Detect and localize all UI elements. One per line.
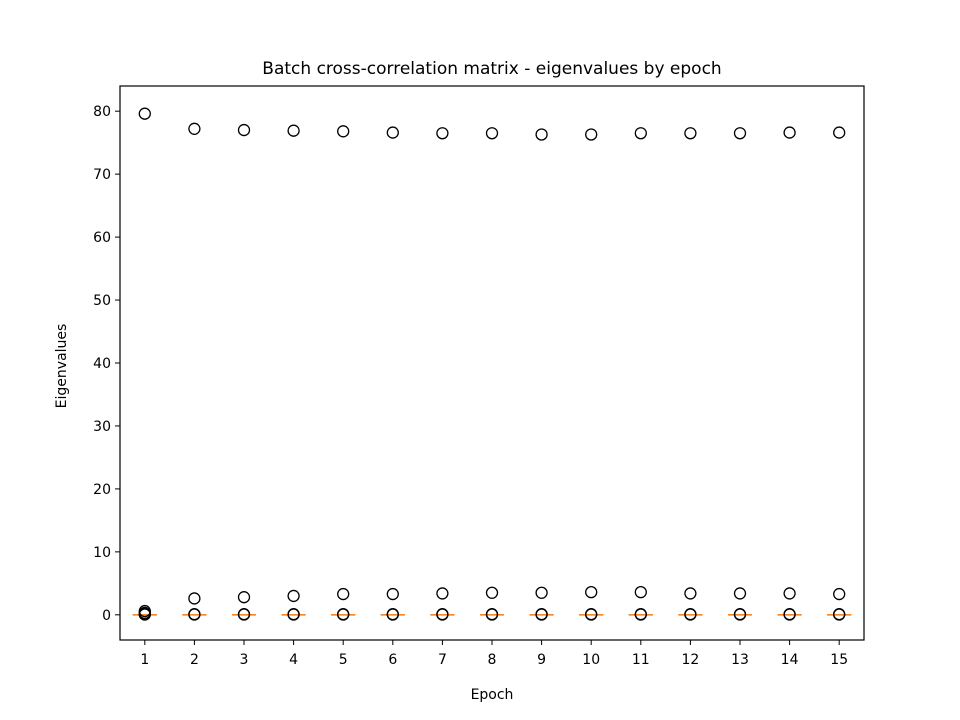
outlier-point (733, 608, 747, 621)
outlier-point (237, 591, 251, 604)
x-tick-label: 12 (681, 652, 699, 668)
box-epoch-11 (628, 127, 653, 621)
outlier-point (287, 589, 300, 603)
outlier-point (585, 586, 598, 599)
x-tick-label: 15 (830, 652, 848, 668)
outlier-point (386, 126, 399, 139)
x-tick-label: 2 (190, 652, 199, 668)
outlier-point (634, 608, 647, 621)
x-tick-label: 4 (289, 652, 298, 668)
outlier-point (436, 587, 449, 600)
y-axis-label: Eigenvalues (54, 324, 70, 409)
box-epoch-5 (331, 125, 356, 621)
y-tick-label: 60 (93, 230, 111, 246)
outlier-point (733, 127, 747, 140)
x-axis: 1 2 3 4 5 6 7 8 9 10 11 12 13 14 15 (140, 640, 848, 668)
x-tick-label: 13 (731, 652, 749, 668)
x-tick-label: 5 (339, 652, 348, 668)
x-tick-label: 11 (632, 652, 650, 668)
box-epoch-9 (529, 128, 554, 621)
x-tick-label: 14 (781, 652, 799, 668)
outlier-point (783, 587, 796, 600)
y-tick-label: 10 (93, 545, 111, 561)
y-tick-label: 50 (93, 293, 111, 309)
outlier-point (634, 127, 647, 140)
outlier-point (783, 126, 796, 139)
outlier-point (436, 127, 449, 140)
outlier-point (485, 127, 499, 140)
chart-title: Batch cross-correlation matrix - eigenva… (262, 59, 721, 79)
box-epoch-10 (579, 128, 604, 621)
x-tick-label: 6 (388, 652, 397, 668)
outlier-point (188, 122, 201, 135)
outlier-point (585, 128, 598, 141)
outlier-point (337, 608, 350, 621)
outlier-point (237, 608, 251, 621)
outlier-point (436, 608, 449, 621)
outlier-point (138, 608, 151, 621)
x-tick-label: 10 (582, 652, 600, 668)
outlier-point (188, 592, 201, 605)
y-tick-label: 20 (93, 482, 111, 498)
box-epoch-2 (182, 122, 207, 621)
y-axis: 0 10 20 30 40 50 60 70 80 (93, 104, 120, 624)
outlier-point (684, 127, 697, 140)
outlier-point (634, 586, 647, 599)
x-axis-label: Epoch (471, 687, 514, 703)
box-epoch-13 (728, 127, 752, 621)
outlier-point (386, 608, 399, 621)
box-epoch-15 (827, 126, 852, 621)
box-epoch-3 (232, 123, 256, 621)
outlier-point (337, 587, 350, 601)
y-tick-label: 30 (93, 419, 111, 435)
outlier-point (684, 608, 697, 621)
outlier-point (287, 124, 300, 137)
outlier-point (485, 608, 499, 621)
outlier-point (684, 587, 697, 600)
box-epoch-6 (380, 126, 405, 621)
x-tick-label: 8 (488, 652, 497, 668)
outlier-point (585, 608, 598, 621)
box-epoch-14 (777, 126, 802, 621)
outlier-point (535, 586, 548, 599)
x-tick-label: 9 (537, 652, 546, 668)
y-tick-label: 70 (93, 167, 111, 183)
y-tick-label: 80 (93, 104, 111, 120)
box-epoch-7 (430, 127, 455, 621)
outlier-point (287, 608, 300, 621)
x-tick-label: 1 (140, 652, 149, 668)
y-tick-label: 40 (93, 356, 111, 372)
plot-layer (132, 107, 852, 621)
box-epoch-1 (132, 107, 157, 621)
box-epoch-12 (678, 127, 703, 621)
outlier-point (535, 128, 548, 141)
outlier-point (783, 608, 796, 621)
outlier-point (188, 608, 201, 621)
outlier-point (833, 587, 846, 601)
x-tick-label: 3 (240, 652, 249, 668)
box-epoch-8 (480, 127, 504, 621)
outlier-point (833, 126, 846, 139)
outlier-point (386, 587, 399, 601)
outlier-point (337, 125, 350, 138)
outlier-point (535, 608, 548, 621)
x-tick-label: 7 (438, 652, 447, 668)
y-tick-label: 0 (102, 608, 111, 624)
box-epoch-4 (281, 124, 306, 621)
outlier-point (237, 123, 251, 137)
outlier-point (833, 608, 846, 621)
outlier-point (733, 587, 747, 600)
outlier-point (138, 107, 151, 120)
outlier-point (485, 586, 499, 599)
